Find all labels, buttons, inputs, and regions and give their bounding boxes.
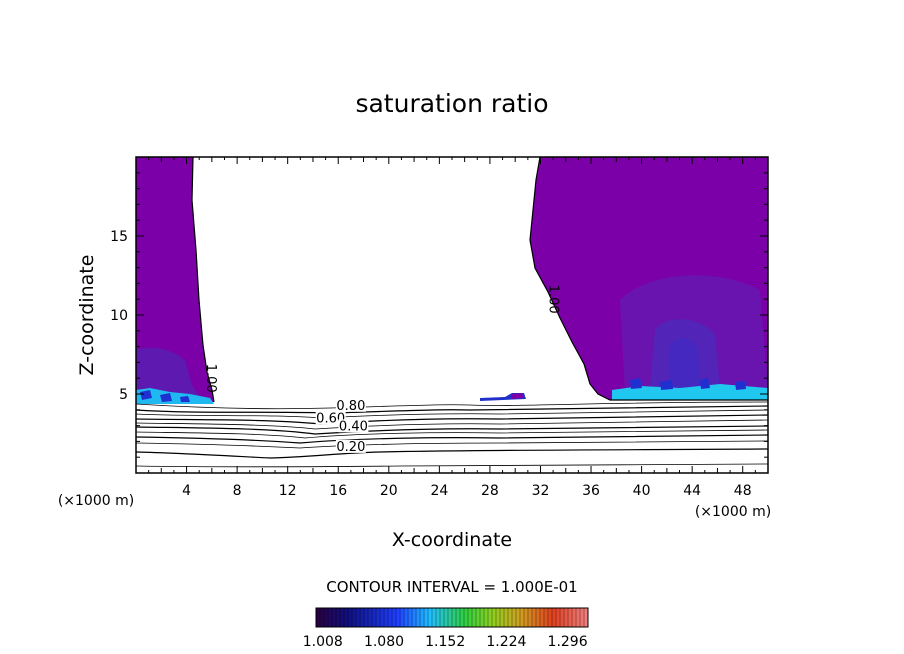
contour-1-00-right — [529, 157, 768, 401]
x-axis-label: X-coordinate — [392, 529, 512, 551]
x-tick-label: 20 — [380, 483, 398, 499]
colorbar-tick-label: 1.224 — [486, 634, 526, 650]
x-tick-label: 32 — [532, 483, 550, 499]
colorbar-tick-label: 1.152 — [425, 634, 465, 650]
contour-label: 1.00 — [203, 364, 218, 393]
y-tick-label: 15 — [110, 229, 128, 245]
left-cyan-band — [136, 388, 214, 404]
y-axis-ticks: 5 10 15 — [110, 172, 768, 458]
contour-label-bg — [335, 439, 366, 453]
contour-label: 1.00 — [545, 285, 560, 314]
x-tick-label: 28 — [481, 483, 499, 499]
contour-label: 0.80 — [336, 399, 365, 414]
x-tick-label: 36 — [582, 483, 600, 499]
x-tick-label: 48 — [734, 483, 752, 499]
contour-label-bg — [335, 398, 366, 412]
contour-label-bg — [338, 419, 369, 433]
contour-interval-text: CONTOUR INTERVAL = 1.000E-01 — [326, 578, 577, 596]
x-tick-label: 24 — [430, 483, 448, 499]
x-tick-label: 44 — [683, 483, 701, 499]
contour-labels: 0.800.600.40 0.20 1.00 1.00 — [203, 285, 561, 455]
y-unit-label: (×1000 m) — [58, 493, 134, 509]
left-blue-patches — [140, 390, 190, 402]
right-core-inner — [668, 338, 700, 390]
colorbar-tick-label: 1.296 — [548, 634, 588, 650]
x-unit-label: (×1000 m) — [695, 504, 771, 520]
right-cyan-band — [612, 384, 768, 400]
x-tick-label: 12 — [279, 483, 297, 499]
left-deep-band — [136, 347, 200, 400]
x-tick-label: 40 — [633, 483, 651, 499]
center-purple-blob — [512, 393, 524, 399]
x-tick-label: 8 — [233, 483, 242, 499]
subsat-contours — [136, 401, 768, 468]
y-axis-label: Z-coordinate — [76, 255, 98, 376]
contour-label: 0.60 — [316, 411, 345, 426]
contour-label-bg — [315, 411, 346, 425]
chart-title: saturation ratio — [355, 89, 548, 118]
y-tick-label: 10 — [110, 308, 128, 324]
y-tick-label: 5 — [119, 387, 128, 403]
x-tick-label: 16 — [329, 483, 347, 499]
colorbar-tick-label: 1.080 — [364, 634, 404, 650]
contour-label: 0.40 — [339, 419, 368, 434]
x-axis-ticks: 4 8 12 16 20 24 28 32 36 40 44 48 — [148, 157, 756, 499]
contour-label: 0.20 — [336, 440, 365, 455]
x-tick-label: 4 — [182, 483, 191, 499]
colorbar-stripes — [319, 608, 585, 627]
plot-area — [136, 157, 768, 468]
colorbar-ticks: 1.008 1.080 1.152 1.224 1.296 — [303, 634, 588, 650]
left-supersat-region — [136, 157, 214, 404]
colorbar-tick-label: 1.008 — [303, 634, 343, 650]
contour-1-00-left — [191, 157, 215, 403]
